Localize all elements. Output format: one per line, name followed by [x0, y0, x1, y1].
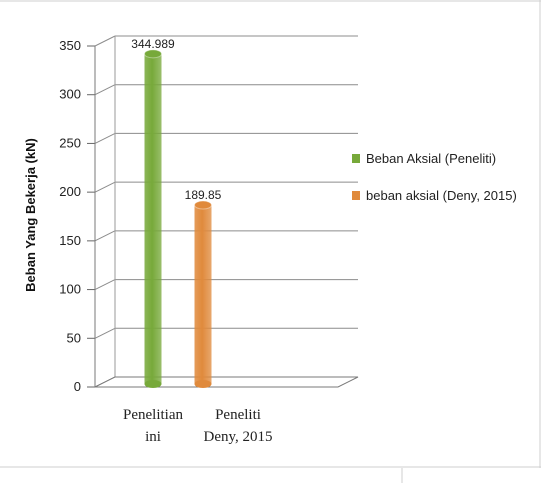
data-label: 344.989 [131, 37, 175, 51]
bar-base [144, 380, 162, 388]
gridlines [94, 35, 358, 388]
labels: 344.989 189.85 Penelitian ini Peneliti Deny, … [123, 37, 273, 445]
y-tick-label: 350 [59, 38, 81, 53]
gridline-side [94, 230, 116, 242]
bar-top [194, 200, 212, 210]
y-tick-label: 150 [59, 233, 81, 248]
y-axis-title: Beban Yang Bekerja (kN) [23, 138, 38, 292]
legend: Beban Aksial (Peneliti) beban aksial (Den… [352, 151, 517, 203]
data-label: 189.85 [185, 188, 222, 202]
bar-2 [194, 200, 212, 388]
y-tick-label: 250 [59, 135, 81, 150]
gridline-side [94, 279, 116, 291]
gridline-side [94, 35, 116, 47]
legend-label: Beban Aksial (Peneliti) [366, 151, 496, 166]
legend-item: Beban Aksial (Peneliti) [352, 151, 496, 166]
bars [144, 49, 212, 388]
legend-swatch [352, 154, 360, 163]
bar-base [194, 380, 212, 388]
bar-body [144, 53, 162, 385]
bar-1 [144, 49, 162, 388]
legend-swatch [352, 191, 360, 200]
legend-label: beban aksial (Deny, 2015) [366, 188, 517, 203]
bar-top [144, 49, 162, 59]
legend-item: beban aksial (Deny, 2015) [352, 188, 517, 203]
gridline-side [94, 84, 116, 96]
gridline-side [94, 327, 116, 339]
bar-body [194, 205, 212, 384]
category-label: Peneliti Deny, 2015 [203, 407, 272, 445]
y-tick-label: 300 [59, 87, 81, 102]
y-tick-label: 100 [59, 282, 81, 297]
category-label: Penelitian ini [123, 407, 183, 445]
floor [94, 376, 359, 388]
gridline-side [94, 181, 116, 193]
y-tick-label: 200 [59, 184, 81, 199]
y-tick-label: 50 [67, 330, 81, 345]
y-tick-label: 0 [74, 379, 81, 394]
gridline-side [94, 132, 116, 144]
